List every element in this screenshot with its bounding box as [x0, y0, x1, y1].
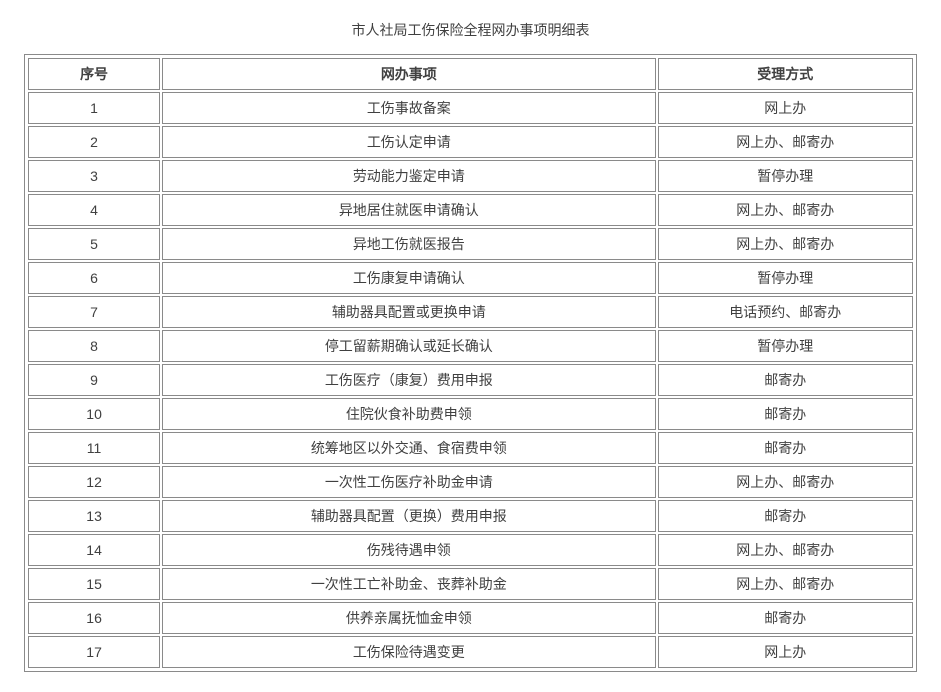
cell-index: 14	[28, 534, 160, 566]
col-header-item: 网办事项	[162, 58, 655, 90]
cell-method: 网上办、邮寄办	[658, 126, 914, 158]
table-row: 1工伤事故备案网上办	[28, 92, 913, 124]
cell-method: 网上办、邮寄办	[658, 228, 914, 260]
cell-item: 工伤事故备案	[162, 92, 655, 124]
table-header-row: 序号 网办事项 受理方式	[28, 58, 913, 90]
table-row: 11统筹地区以外交通、食宿费申领邮寄办	[28, 432, 913, 464]
cell-method: 网上办、邮寄办	[658, 568, 914, 600]
cell-item: 统筹地区以外交通、食宿费申领	[162, 432, 655, 464]
table-row: 16供养亲属抚恤金申领邮寄办	[28, 602, 913, 634]
cell-index: 3	[28, 160, 160, 192]
cell-method: 邮寄办	[658, 364, 914, 396]
table-row: 17工伤保险待遇变更网上办	[28, 636, 913, 668]
cell-item: 一次性工亡补助金、丧葬补助金	[162, 568, 655, 600]
cell-index: 10	[28, 398, 160, 430]
cell-item: 工伤保险待遇变更	[162, 636, 655, 668]
cell-index: 16	[28, 602, 160, 634]
cell-item: 住院伙食补助费申领	[162, 398, 655, 430]
cell-item: 辅助器具配置（更换）费用申报	[162, 500, 655, 532]
cell-method: 邮寄办	[658, 500, 914, 532]
col-header-index: 序号	[28, 58, 160, 90]
cell-index: 9	[28, 364, 160, 396]
table-outer-border: 序号 网办事项 受理方式 1工伤事故备案网上办 2工伤认定申请网上办、邮寄办 3…	[24, 54, 917, 672]
cell-index: 11	[28, 432, 160, 464]
cell-method: 暂停办理	[658, 160, 914, 192]
cell-item: 异地工伤就医报告	[162, 228, 655, 260]
table-row: 13辅助器具配置（更换）费用申报邮寄办	[28, 500, 913, 532]
cell-method: 暂停办理	[658, 330, 914, 362]
cell-item: 劳动能力鉴定申请	[162, 160, 655, 192]
table-row: 6工伤康复申请确认暂停办理	[28, 262, 913, 294]
cell-item: 工伤康复申请确认	[162, 262, 655, 294]
col-header-method: 受理方式	[658, 58, 914, 90]
cell-method: 网上办、邮寄办	[658, 534, 914, 566]
cell-method: 邮寄办	[658, 398, 914, 430]
cell-method: 电话预约、邮寄办	[658, 296, 914, 328]
cell-index: 13	[28, 500, 160, 532]
table-row: 14伤残待遇申领网上办、邮寄办	[28, 534, 913, 566]
table-row: 15一次性工亡补助金、丧葬补助金网上办、邮寄办	[28, 568, 913, 600]
cell-index: 1	[28, 92, 160, 124]
cell-item: 异地居住就医申请确认	[162, 194, 655, 226]
table-row: 2工伤认定申请网上办、邮寄办	[28, 126, 913, 158]
cell-index: 6	[28, 262, 160, 294]
cell-index: 2	[28, 126, 160, 158]
table-row: 5异地工伤就医报告网上办、邮寄办	[28, 228, 913, 260]
cell-method: 网上办	[658, 636, 914, 668]
cell-item: 供养亲属抚恤金申领	[162, 602, 655, 634]
cell-index: 12	[28, 466, 160, 498]
cell-method: 邮寄办	[658, 432, 914, 464]
cell-item: 工伤认定申请	[162, 126, 655, 158]
cell-index: 17	[28, 636, 160, 668]
table-row: 10住院伙食补助费申领邮寄办	[28, 398, 913, 430]
cell-method: 网上办、邮寄办	[658, 194, 914, 226]
cell-item: 伤残待遇申领	[162, 534, 655, 566]
cell-method: 暂停办理	[658, 262, 914, 294]
table-row: 3劳动能力鉴定申请暂停办理	[28, 160, 913, 192]
cell-item: 工伤医疗（康复）费用申报	[162, 364, 655, 396]
cell-index: 15	[28, 568, 160, 600]
cell-method: 邮寄办	[658, 602, 914, 634]
cell-item: 停工留薪期确认或延长确认	[162, 330, 655, 362]
detail-table: 序号 网办事项 受理方式 1工伤事故备案网上办 2工伤认定申请网上办、邮寄办 3…	[26, 56, 915, 670]
table-body: 1工伤事故备案网上办 2工伤认定申请网上办、邮寄办 3劳动能力鉴定申请暂停办理 …	[28, 92, 913, 668]
cell-method: 网上办、邮寄办	[658, 466, 914, 498]
cell-index: 8	[28, 330, 160, 362]
table-row: 12一次性工伤医疗补助金申请网上办、邮寄办	[28, 466, 913, 498]
cell-index: 7	[28, 296, 160, 328]
table-row: 9工伤医疗（康复）费用申报邮寄办	[28, 364, 913, 396]
page-title: 市人社局工伤保险全程网办事项明细表	[24, 20, 917, 40]
cell-item: 一次性工伤医疗补助金申请	[162, 466, 655, 498]
cell-index: 5	[28, 228, 160, 260]
table-row: 7辅助器具配置或更换申请电话预约、邮寄办	[28, 296, 913, 328]
cell-method: 网上办	[658, 92, 914, 124]
table-row: 4异地居住就医申请确认网上办、邮寄办	[28, 194, 913, 226]
cell-index: 4	[28, 194, 160, 226]
cell-item: 辅助器具配置或更换申请	[162, 296, 655, 328]
table-row: 8停工留薪期确认或延长确认暂停办理	[28, 330, 913, 362]
